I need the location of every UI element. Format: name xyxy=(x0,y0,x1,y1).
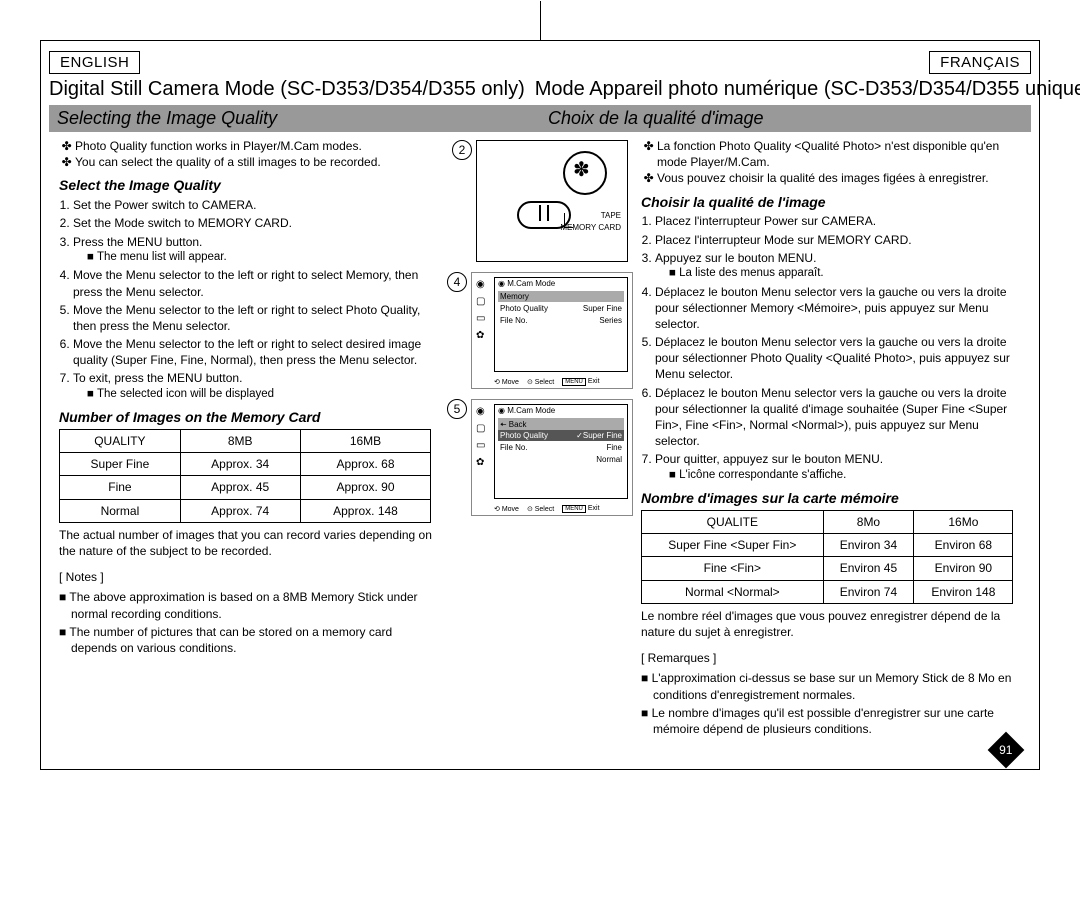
camera-icon: ◉ xyxy=(476,406,490,417)
lcd-row-normal: Normal xyxy=(498,454,624,465)
figures-column: 2 TAPE MEMORY CARD 4 ◉ ▢ ▭ ✿ xyxy=(445,138,635,739)
note-item: ■ The number of pictures that can be sto… xyxy=(71,624,439,656)
notes-heading: [ Remarques ] xyxy=(641,650,1021,666)
substep: ■ The menu list will appear. xyxy=(87,250,443,266)
move-hint: ⟲ Move xyxy=(494,378,519,386)
step: Set the Mode switch to MEMORY CARD. xyxy=(73,215,443,231)
figure-number-icon: 5 xyxy=(447,399,467,419)
lcd-menu-4: ◉ ▢ ▭ ✿ ◉ M.Cam Mode Memory Photo Qualit… xyxy=(471,272,633,389)
step: Déplacez le bouton Menu selector vers la… xyxy=(655,385,1025,450)
exit-hint: MENU Exit xyxy=(562,505,599,513)
note-item: ■ L'approximation ci-dessus se base sur … xyxy=(653,670,1021,702)
lcd-footer: ⟲ Move ⊙ Select MENU Exit xyxy=(494,505,628,513)
title-english: Digital Still Camera Mode (SC-D353/D354/… xyxy=(49,78,525,101)
gear-icon: ✿ xyxy=(476,457,490,468)
step: Move the Menu selector to the left or ri… xyxy=(73,267,443,299)
exit-hint: MENU Exit xyxy=(562,378,599,386)
step: Pour quitter, appuyez sur le bouton MENU… xyxy=(655,451,1025,483)
subhead-table-fr: Nombre d'images sur la carte mémoire xyxy=(641,489,1025,508)
language-row: ENGLISH FRANÇAIS xyxy=(49,51,1031,74)
lcd-row-pq: Photo QualitySuper Fine xyxy=(498,303,624,314)
memcard-label: MEMORY CARD xyxy=(560,223,621,232)
intro-line: Vous pouvez choisir la qualité des image… xyxy=(657,170,1025,186)
figure-2: 2 TAPE MEMORY CARD xyxy=(452,140,628,262)
figure-number-icon: 2 xyxy=(452,140,472,160)
intro-list-fr: La fonction Photo Quality <Qualité Photo… xyxy=(637,138,1025,187)
title-french: Mode Appareil photo numérique (SC-D353/D… xyxy=(525,78,1080,101)
table-footnote-en: The actual number of images that you can… xyxy=(59,527,439,559)
step: To exit, press the MENU button. ■ The se… xyxy=(73,370,443,402)
section-french: Choix de la qualité d'image xyxy=(540,105,1031,132)
lcd-footer: ⟲ Move ⊙ Select MENU Exit xyxy=(494,378,628,386)
english-column: Photo Quality function works in Player/M… xyxy=(49,138,445,739)
lcd-row-fileno: File No.Fine xyxy=(498,442,624,453)
step: Appuyez sur le bouton MENU. ■ La liste d… xyxy=(655,250,1025,282)
step: Déplacez le bouton Menu selector vers la… xyxy=(655,334,1025,383)
image-count-table-en: QUALITY8MB16MB Super FineApprox. 34Appro… xyxy=(59,429,431,523)
step: Set the Power switch to CAMERA. xyxy=(73,197,443,213)
select-hint: ⊙ Select xyxy=(527,378,554,386)
step: Placez l'interrupteur Power sur CAMERA. xyxy=(655,213,1025,229)
gutter-line xyxy=(540,1,541,41)
tape-icon: ▭ xyxy=(476,313,490,324)
gear-icon: ✿ xyxy=(476,330,490,341)
intro-line: La fonction Photo Quality <Qualité Photo… xyxy=(657,138,1025,170)
step: Placez l'interrupteur Mode sur MEMORY CA… xyxy=(655,232,1025,248)
note-item: ■ The above approximation is based on a … xyxy=(71,589,439,621)
substep: ■ The selected icon will be displayed xyxy=(87,387,443,403)
page-number: 91 xyxy=(999,743,1012,757)
notes-heading: [ Notes ] xyxy=(59,569,439,585)
section-row: Selecting the Image Quality Choix de la … xyxy=(49,105,1031,132)
lang-english: ENGLISH xyxy=(49,51,140,74)
lcd-row-memory: Memory xyxy=(498,291,624,302)
lcd-menu-5: ◉ ▢ ▭ ✿ ◉ M.Cam Mode 🠄 Back Photo Qualit… xyxy=(471,399,633,516)
section-english: Selecting the Image Quality xyxy=(49,105,540,132)
note-item: ■ Le nombre d'images qu'il est possible … xyxy=(653,705,1021,737)
french-column: La fonction Photo Quality <Qualité Photo… xyxy=(635,138,1031,739)
subhead-table-en: Number of Images on the Memory Card xyxy=(59,408,443,427)
step: Déplacez le bouton Menu selector vers la… xyxy=(655,284,1025,333)
lens-icon xyxy=(563,151,607,195)
subhead-select-fr: Choisir la qualité de l'image xyxy=(641,193,1025,212)
notes-fr: [ Remarques ] ■ L'approximation ci-dessu… xyxy=(641,650,1021,737)
select-hint: ⊙ Select xyxy=(527,505,554,513)
figure-5: 5 ◉ ▢ ▭ ✿ ◉ M.Cam Mode 🠄 Back Photo Qual… xyxy=(447,399,633,516)
steps-en: Set the Power switch to CAMERA. Set the … xyxy=(73,197,443,402)
lcd-side-icons: ◉ ▢ ▭ ✿ xyxy=(476,279,490,341)
tape-icon: ▭ xyxy=(476,440,490,451)
intro-line: You can select the quality of a still im… xyxy=(75,154,443,170)
lcd-title: ◉ M.Cam Mode xyxy=(498,406,555,415)
intro-line: Photo Quality function works in Player/M… xyxy=(75,138,443,154)
figure-4: 4 ◉ ▢ ▭ ✿ ◉ M.Cam Mode Memory Photo Qual… xyxy=(447,272,633,389)
notes-en: [ Notes ] ■ The above approximation is b… xyxy=(59,569,439,656)
step: Move the Menu selector to the left or ri… xyxy=(73,302,443,334)
lcd-row-pq-selected: Photo Quality✓Super Fine xyxy=(498,430,624,441)
lang-french: FRANÇAIS xyxy=(929,51,1031,74)
lcd-row-fileno: File No.Series xyxy=(498,315,624,326)
substep: ■ La liste des menus apparaît. xyxy=(669,266,1025,282)
table-footnote-fr: Le nombre réel d'images que vous pouvez … xyxy=(641,608,1021,640)
move-hint: ⟲ Move xyxy=(494,505,519,513)
lcd-side-icons: ◉ ▢ ▭ ✿ xyxy=(476,406,490,468)
subhead-select-en: Select the Image Quality xyxy=(59,176,443,195)
content-columns: Photo Quality function works in Player/M… xyxy=(49,138,1031,739)
camera-illustration: TAPE MEMORY CARD xyxy=(476,140,628,262)
memory-icon: ▢ xyxy=(476,296,490,307)
lcd-title: ◉ M.Cam Mode xyxy=(498,279,555,288)
steps-fr: Placez l'interrupteur Power sur CAMERA. … xyxy=(655,213,1025,483)
step: Press the MENU button. ■ The menu list w… xyxy=(73,234,443,266)
memory-icon: ▢ xyxy=(476,423,490,434)
intro-list-en: Photo Quality function works in Player/M… xyxy=(55,138,443,170)
tape-label: TAPE xyxy=(601,211,621,220)
step: Move the Menu selector to the left or ri… xyxy=(73,336,443,368)
substep: ■ L'icône correspondante s'affiche. xyxy=(669,468,1025,484)
figure-number-icon: 4 xyxy=(447,272,467,292)
title-row: Digital Still Camera Mode (SC-D353/D354/… xyxy=(49,78,1031,101)
camera-icon: ◉ xyxy=(476,279,490,290)
manual-page: ENGLISH FRANÇAIS Digital Still Camera Mo… xyxy=(40,40,1040,770)
image-count-table-fr: QUALITE8Mo16Mo Super Fine <Super Fin>Env… xyxy=(641,510,1013,604)
